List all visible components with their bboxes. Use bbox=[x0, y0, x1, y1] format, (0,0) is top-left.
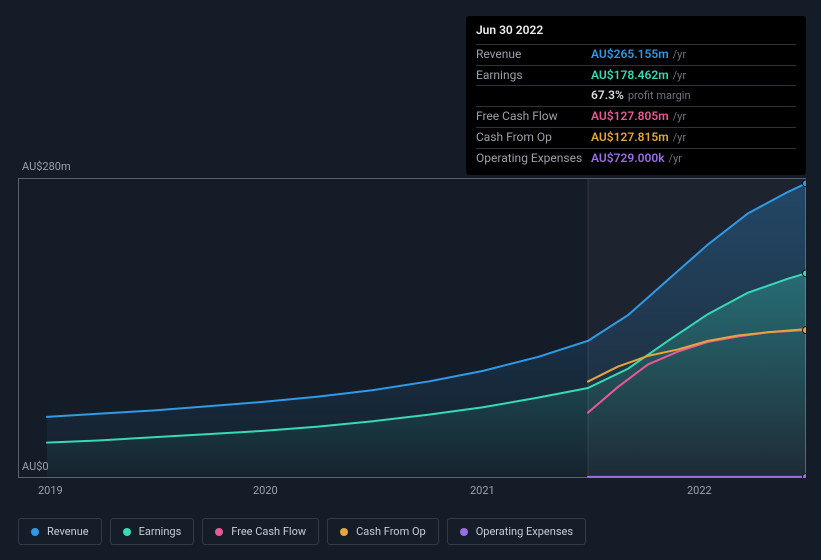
legend-item-label: Revenue bbox=[47, 525, 89, 538]
tooltip-row-label bbox=[476, 89, 591, 103]
legend-item-label: Free Cash Flow bbox=[231, 525, 306, 538]
legend-dot-icon bbox=[31, 528, 39, 536]
tooltip-date: Jun 30 2022 bbox=[476, 24, 796, 45]
legend-item[interactable]: Operating Expenses bbox=[447, 518, 586, 545]
tooltip-row-value: AU$178.462m bbox=[591, 69, 669, 83]
x-axis-tick-label: 2021 bbox=[470, 484, 495, 497]
tooltip-row-value: AU$127.815m bbox=[591, 131, 669, 145]
x-axis-tick-label: 2020 bbox=[253, 484, 278, 497]
tooltip-row-unit: profit margin bbox=[628, 90, 691, 103]
legend-item-label: Cash From Op bbox=[356, 525, 426, 538]
legend-item-label: Operating Expenses bbox=[476, 525, 573, 538]
legend-dot-icon bbox=[123, 528, 131, 536]
tooltip-row: Cash From OpAU$127.815m/yr bbox=[476, 128, 796, 149]
tooltip-row-value: 67.3% bbox=[591, 89, 624, 103]
tooltip-row-unit: /yr bbox=[673, 70, 686, 83]
legend-dot-icon bbox=[340, 528, 348, 536]
legend-item[interactable]: Cash From Op bbox=[327, 518, 439, 545]
tooltip-row-value: AU$729.000k bbox=[591, 152, 665, 166]
tooltip-row-label: Free Cash Flow bbox=[476, 110, 591, 124]
legend-item-label: Earnings bbox=[139, 525, 182, 538]
line-area-chart[interactable] bbox=[18, 178, 806, 478]
y-axis-max-label: AU$280m bbox=[22, 160, 71, 173]
tooltip-row-label: Earnings bbox=[476, 69, 591, 83]
legend-item[interactable]: Free Cash Flow bbox=[202, 518, 319, 545]
tooltip-row: Operating ExpensesAU$729.000k/yr bbox=[476, 149, 796, 169]
tooltip-row-label: Revenue bbox=[476, 48, 591, 62]
tooltip-row-unit: /yr bbox=[669, 153, 682, 166]
legend: Revenue Earnings Free Cash Flow Cash From O… bbox=[18, 518, 586, 545]
tooltip-row: Free Cash FlowAU$127.805m/yr bbox=[476, 107, 796, 128]
x-axis-tick-label: 2022 bbox=[687, 484, 712, 497]
chart-tooltip: Jun 30 2022 RevenueAU$265.155m/yrEarning… bbox=[466, 16, 806, 175]
x-axis-tick-label: 2019 bbox=[38, 484, 63, 497]
tooltip-row-unit: /yr bbox=[673, 132, 686, 145]
tooltip-row: EarningsAU$178.462m/yr bbox=[476, 66, 796, 87]
legend-dot-icon bbox=[460, 528, 468, 536]
tooltip-row: RevenueAU$265.155m/yr bbox=[476, 45, 796, 66]
tooltip-row: 67.3% profit margin bbox=[476, 86, 796, 107]
tooltip-row-unit: /yr bbox=[673, 49, 686, 62]
legend-item[interactable]: Earnings bbox=[110, 518, 195, 545]
tooltip-row-value: AU$127.805m bbox=[591, 110, 669, 124]
legend-item[interactable]: Revenue bbox=[18, 518, 102, 545]
tooltip-row-label: Operating Expenses bbox=[476, 152, 591, 166]
tooltip-row-label: Cash From Op bbox=[476, 131, 591, 145]
tooltip-row-unit: /yr bbox=[673, 111, 686, 124]
tooltip-row-value: AU$265.155m bbox=[591, 48, 669, 62]
financials-chart-panel: { "tooltip": { "x": 466, "y": 16, "w": 3… bbox=[0, 0, 821, 560]
legend-dot-icon bbox=[215, 528, 223, 536]
